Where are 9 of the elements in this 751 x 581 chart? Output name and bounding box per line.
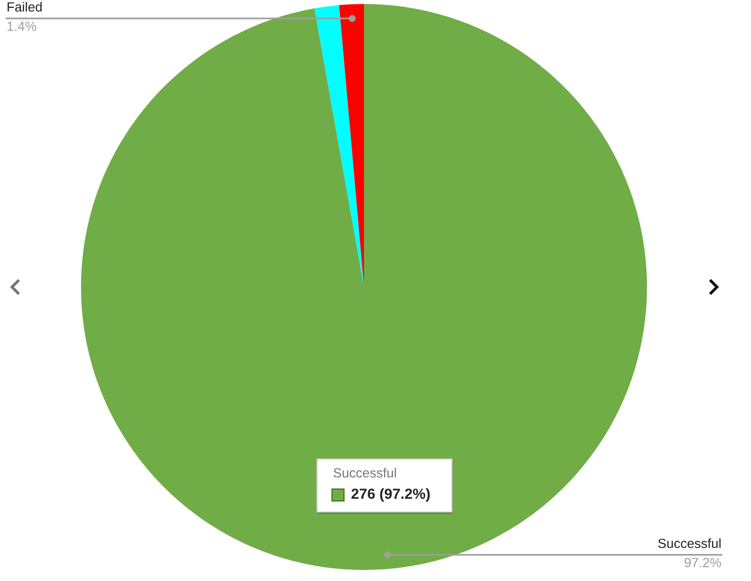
slice-label: Failed xyxy=(8,2,42,12)
data-label: 97.2% xyxy=(684,558,721,568)
pie-slice xyxy=(81,4,647,570)
pie-slice xyxy=(339,4,364,287)
data-label: 1.4% xyxy=(8,22,36,31)
text: Successful xyxy=(334,468,396,478)
text: 276 (97.2%) xyxy=(352,488,430,502)
slice-label: Successful xyxy=(658,538,721,548)
pie-slice xyxy=(314,5,364,287)
